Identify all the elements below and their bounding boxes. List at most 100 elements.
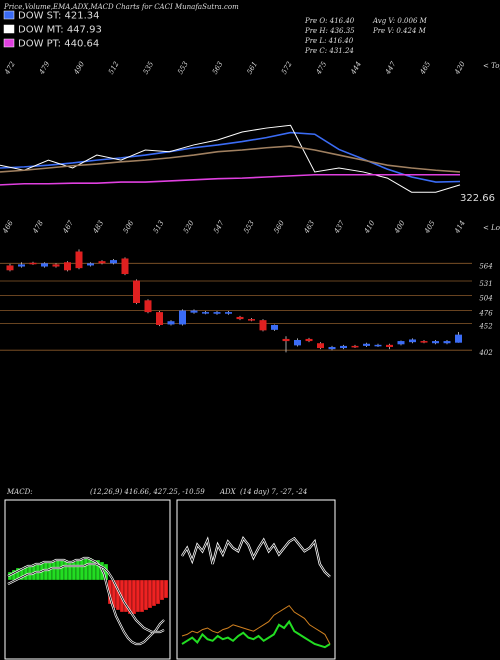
low-label: 466 <box>1 219 15 236</box>
low-label: 513 <box>152 219 166 235</box>
candle-body <box>167 321 175 325</box>
high-label: 561 <box>245 60 259 76</box>
histogram-bar <box>51 561 57 581</box>
y-tick-label: 504 <box>479 294 492 302</box>
line <box>0 131 461 183</box>
adx-subtitle: (14 day) 7, -27, -24 <box>240 488 307 496</box>
histogram-bar <box>59 559 65 581</box>
candle-body <box>18 264 25 267</box>
low-label: 400 <box>392 219 406 236</box>
histogram-bar <box>151 579 157 607</box>
lows-label: < Lows <box>483 224 500 232</box>
y-tick-label: 476 <box>478 310 493 318</box>
high-label: 490 <box>72 60 86 77</box>
y-tick-label: 564 <box>479 262 492 270</box>
candle-body <box>363 343 370 346</box>
candle-body <box>455 334 462 343</box>
adx-panel <box>176 499 336 660</box>
candle-body <box>52 264 60 267</box>
high-label: 535 <box>142 60 156 76</box>
candle-body <box>156 312 163 325</box>
low-label: 506 <box>122 219 136 235</box>
candle-body <box>294 340 301 346</box>
candle-body <box>236 316 244 320</box>
candle-body <box>259 320 267 331</box>
candle-body <box>75 251 83 269</box>
chart-title: Price,Volume,EMA,ADX,MACD Charts for CAC… <box>3 3 239 11</box>
line <box>181 537 331 578</box>
macd-panel <box>4 499 171 660</box>
candle-body <box>443 341 451 344</box>
candle-body <box>374 344 382 347</box>
annotation: 322.66 <box>460 193 495 204</box>
high-label: 465 <box>418 60 432 77</box>
histogram-bar <box>75 559 81 581</box>
candle-body <box>64 262 71 271</box>
candle-body <box>305 338 313 342</box>
candle-body <box>432 341 439 344</box>
high-label: 447 <box>383 60 397 77</box>
pre-close: Pre C: 431.24 <box>304 47 354 55</box>
histogram-bar <box>47 561 53 581</box>
candle-body <box>386 344 393 347</box>
candle-body <box>87 263 94 266</box>
candle-body <box>282 338 290 342</box>
line <box>7 557 165 645</box>
low-label: 520 <box>182 219 196 235</box>
legend-label: DOW MT: 447.93 <box>18 25 102 36</box>
high-label: 563 <box>211 60 225 76</box>
line <box>180 536 331 578</box>
histogram-bar <box>143 579 149 611</box>
histogram-bar <box>147 579 153 609</box>
legend-label: DOW ST: 421.34 <box>18 11 100 22</box>
candle-body <box>351 345 359 348</box>
candle-body <box>271 324 278 330</box>
high-label: 479 <box>37 60 51 77</box>
line <box>7 563 165 633</box>
candle-body <box>144 300 152 313</box>
candle-body <box>248 319 255 321</box>
histogram-bar <box>67 561 73 581</box>
low-label: 560 <box>272 219 286 235</box>
macd-title: MACD: <box>6 488 33 496</box>
avg-volume: Avg V: 0.006 M <box>372 17 428 25</box>
legend-swatch <box>3 24 15 34</box>
histogram-bar <box>131 579 137 615</box>
candle-body <box>420 341 428 343</box>
line <box>0 145 461 173</box>
candle-body <box>179 310 186 325</box>
tops-label: < Tops <box>483 62 500 70</box>
high-label: 512 <box>107 60 121 76</box>
candle-body <box>225 312 232 314</box>
legend-label: DOW PT: 440.64 <box>18 39 99 50</box>
high-label: 553 <box>176 60 190 76</box>
low-label: 478 <box>31 219 45 236</box>
low-label: 463 <box>302 219 316 236</box>
histogram-bar <box>71 561 77 581</box>
candle-body <box>317 343 324 349</box>
line <box>181 619 331 649</box>
candle-body <box>202 312 209 314</box>
low-label: 547 <box>212 219 226 235</box>
candle-body <box>29 262 37 265</box>
low-label: 405 <box>423 219 437 236</box>
histogram-bar <box>163 579 169 599</box>
candle-body <box>6 265 14 271</box>
high-label: 475 <box>314 60 328 77</box>
macd-subtitle: (12,26,9) 416.66, 427.25, -10.59 <box>90 488 205 496</box>
high-label: 472 <box>3 60 17 77</box>
low-label: 483 <box>91 219 105 236</box>
high-label: 420 <box>453 60 467 77</box>
low-label: 467 <box>61 219 75 236</box>
pre-high: Pre H: 436.35 <box>304 27 355 35</box>
y-tick-label: 402 <box>478 349 493 357</box>
low-label: 437 <box>332 219 346 236</box>
histogram-bar <box>139 579 145 613</box>
line <box>0 124 461 193</box>
candle-body <box>409 339 416 343</box>
line <box>181 604 331 645</box>
high-label: 572 <box>280 60 294 76</box>
histogram-bar <box>159 579 165 601</box>
histogram-bar <box>63 559 69 581</box>
